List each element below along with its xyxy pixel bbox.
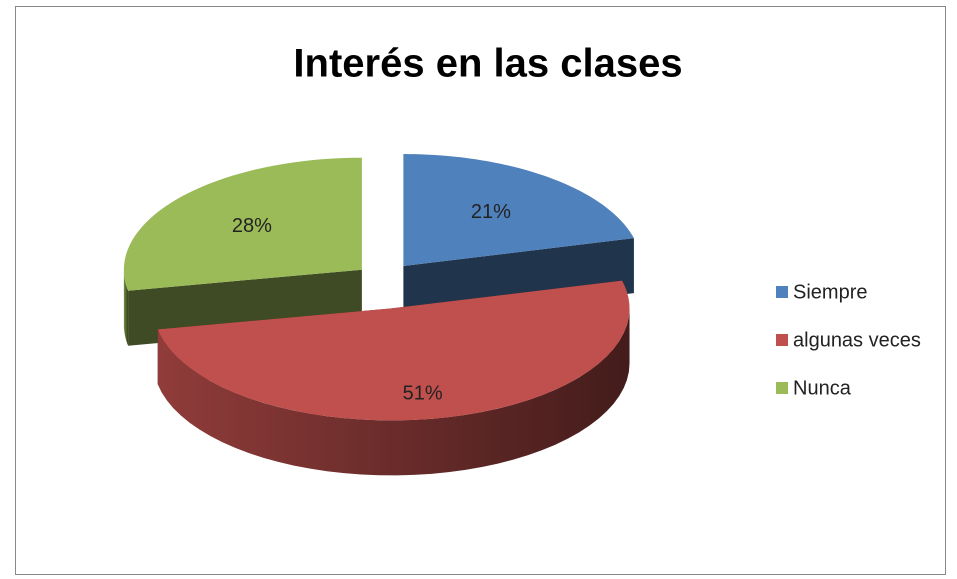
legend-swatch: [776, 286, 788, 298]
slice-top: [157, 280, 630, 421]
slice: 51%: [157, 280, 630, 476]
legend-swatch: [776, 382, 788, 394]
legend-label: algunas veces: [793, 329, 921, 351]
slice-side: [157, 308, 630, 476]
data-label: 28%: [232, 215, 272, 237]
chart-title: Interés en las clases: [293, 42, 682, 86]
data-label: 51%: [403, 382, 443, 404]
slice-top: [403, 154, 634, 267]
legend-swatch: [776, 334, 788, 346]
pie: 21% 28% 51%: [123, 154, 634, 476]
legend-label: Nunca: [793, 377, 852, 399]
legend-label: Siempre: [793, 281, 867, 303]
legend: Siempre algunas veces Nunca: [776, 281, 921, 399]
slice-side: [123, 269, 129, 346]
data-label: 21%: [471, 201, 511, 223]
slice-top: [123, 157, 362, 291]
